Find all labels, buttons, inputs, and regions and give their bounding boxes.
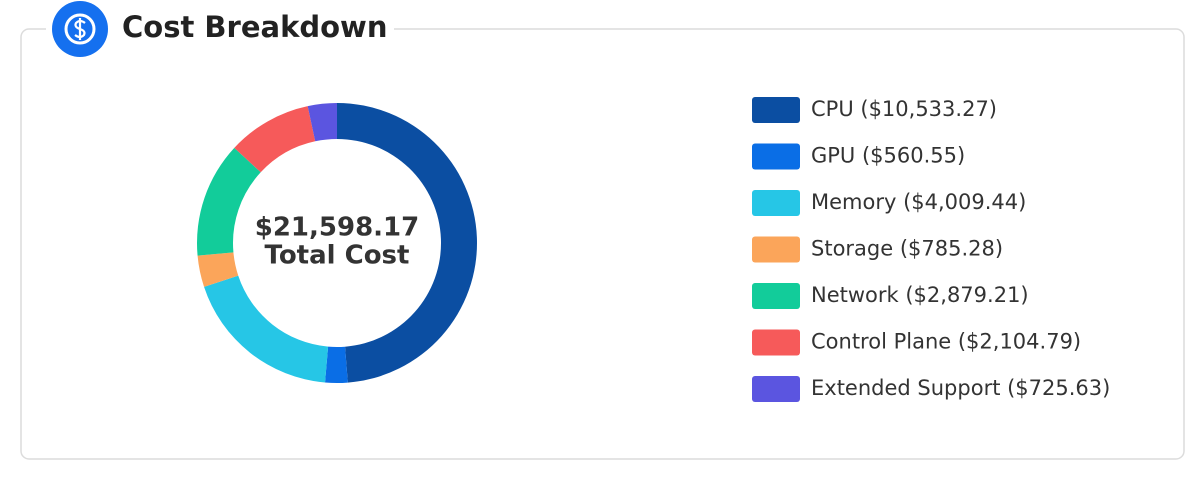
legend-label: Network ($2,879.21): [811, 283, 1029, 307]
legend-label: CPU ($10,533.27): [811, 97, 997, 121]
legend-swatch: [752, 190, 800, 216]
donut-slice: [197, 252, 239, 287]
legend-swatch: [752, 283, 800, 309]
total-caption: Total Cost: [265, 241, 410, 271]
donut-slice: [325, 346, 348, 383]
legend-swatch: [752, 329, 800, 356]
donut-slice: [337, 103, 477, 383]
legend-label: GPU ($560.55): [811, 144, 965, 168]
card-title: Cost Breakdown: [122, 10, 387, 44]
legend-label: Extended Support ($725.63): [811, 376, 1110, 400]
donut-slice: [204, 275, 329, 383]
donut-slice: [197, 147, 261, 256]
total-value: $21,598.17: [255, 213, 419, 243]
legend-label: Storage ($785.28): [811, 237, 1003, 261]
legend-swatch: [752, 143, 800, 170]
legend-swatch: [752, 376, 800, 402]
legend-swatch: [752, 97, 800, 123]
donut-slice: [234, 106, 316, 173]
legend-label: Control Plane ($2,104.79): [811, 330, 1081, 354]
donut-slice: [307, 103, 337, 142]
legend-label: Memory ($4,009.44): [811, 190, 1026, 214]
legend-swatch: [752, 236, 800, 263]
title-icon: [52, 1, 108, 57]
